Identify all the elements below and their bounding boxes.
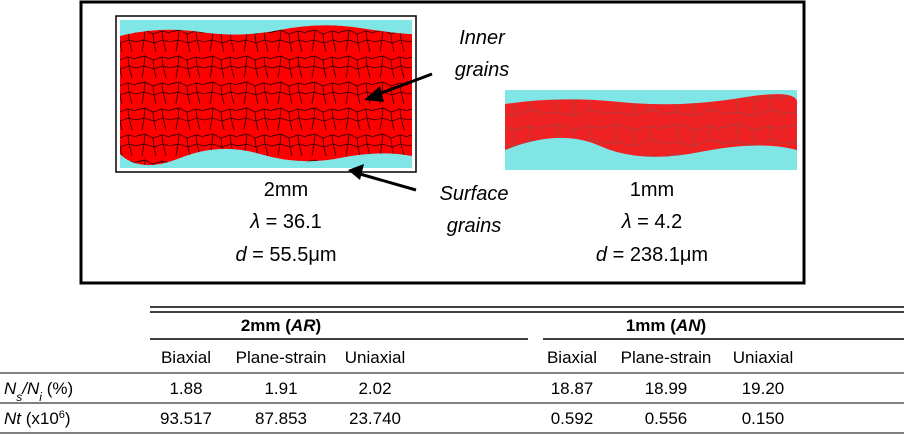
parameter-value: = 4.2 xyxy=(632,211,683,233)
text-run: / xyxy=(21,379,29,398)
group-header: 2mm (AR) xyxy=(241,316,321,335)
table-cell: 1.88 xyxy=(169,379,202,398)
parameter-symbol: d xyxy=(596,244,608,266)
table-cell: 18.99 xyxy=(645,379,688,398)
specimen-parameter: d = 238.1μm xyxy=(596,244,708,266)
inner-grains-label: Inner xyxy=(459,27,506,49)
text-run: 2mm ( xyxy=(241,316,291,335)
text-run: ) xyxy=(700,316,706,335)
column-header: Plane-strain xyxy=(236,348,327,367)
inner-grains-label: grains xyxy=(455,59,509,81)
parameter-value: = 238.1μm xyxy=(607,244,708,266)
specimen-parameter: d = 55.5μm xyxy=(235,244,336,266)
column-header: Uniaxial xyxy=(345,348,405,367)
small-specimen-image xyxy=(505,90,798,170)
row-label: Ns/Ni (%) xyxy=(4,379,73,404)
text-run: 6 xyxy=(59,409,65,421)
table-cell: 18.87 xyxy=(551,379,594,398)
parameter-symbol: λ xyxy=(621,211,632,233)
table-cell: 19.20 xyxy=(742,379,785,398)
text-run: s xyxy=(16,390,22,404)
text-run: 1mm ( xyxy=(626,316,676,335)
surface-grains-label: Surface xyxy=(440,183,509,205)
table-cell: 1.91 xyxy=(264,379,297,398)
parameter-symbol: d xyxy=(235,244,247,266)
figure-frame xyxy=(79,0,806,285)
table-cell: 23.740 xyxy=(349,409,401,428)
specimen-size: 2mm xyxy=(264,179,308,201)
specimen-size: 1mm xyxy=(630,179,674,201)
parameter-value: = 55.5μm xyxy=(247,244,337,266)
text-run: N xyxy=(4,379,17,398)
text-run: (%) xyxy=(42,379,73,398)
text-run: ) xyxy=(315,316,321,335)
text-run: (x10 xyxy=(21,409,59,428)
specimen-parameter: λ = 36.1 xyxy=(249,211,322,233)
specimen-parameter: λ = 4.2 xyxy=(621,211,682,233)
column-header: Biaxial xyxy=(161,348,211,367)
text-run: AN xyxy=(675,316,701,335)
table-cell: 2.02 xyxy=(358,379,391,398)
group-header: 1mm (AN) xyxy=(626,316,706,335)
column-header: Uniaxial xyxy=(733,348,793,367)
row-label: Nt (x106) xyxy=(4,409,71,428)
table-cell: 87.853 xyxy=(255,409,307,428)
table-cell: 0.556 xyxy=(645,409,688,428)
table-cell: 0.592 xyxy=(551,409,594,428)
text-run: N xyxy=(27,379,40,398)
parameter-value: = 36.1 xyxy=(260,211,322,233)
column-header: Plane-strain xyxy=(621,348,712,367)
parameter-symbol: λ xyxy=(249,211,260,233)
arrows xyxy=(348,72,433,192)
text-run: i xyxy=(39,390,42,404)
large-specimen-image xyxy=(115,15,417,173)
table-cell: 0.150 xyxy=(742,409,785,428)
column-header: Biaxial xyxy=(547,348,597,367)
text-run: AR xyxy=(290,316,316,335)
text-run: ) xyxy=(65,409,71,428)
text-run: Nt xyxy=(4,409,22,428)
surface-grains-label: grains xyxy=(447,215,501,237)
table-cell: 93.517 xyxy=(160,409,212,428)
